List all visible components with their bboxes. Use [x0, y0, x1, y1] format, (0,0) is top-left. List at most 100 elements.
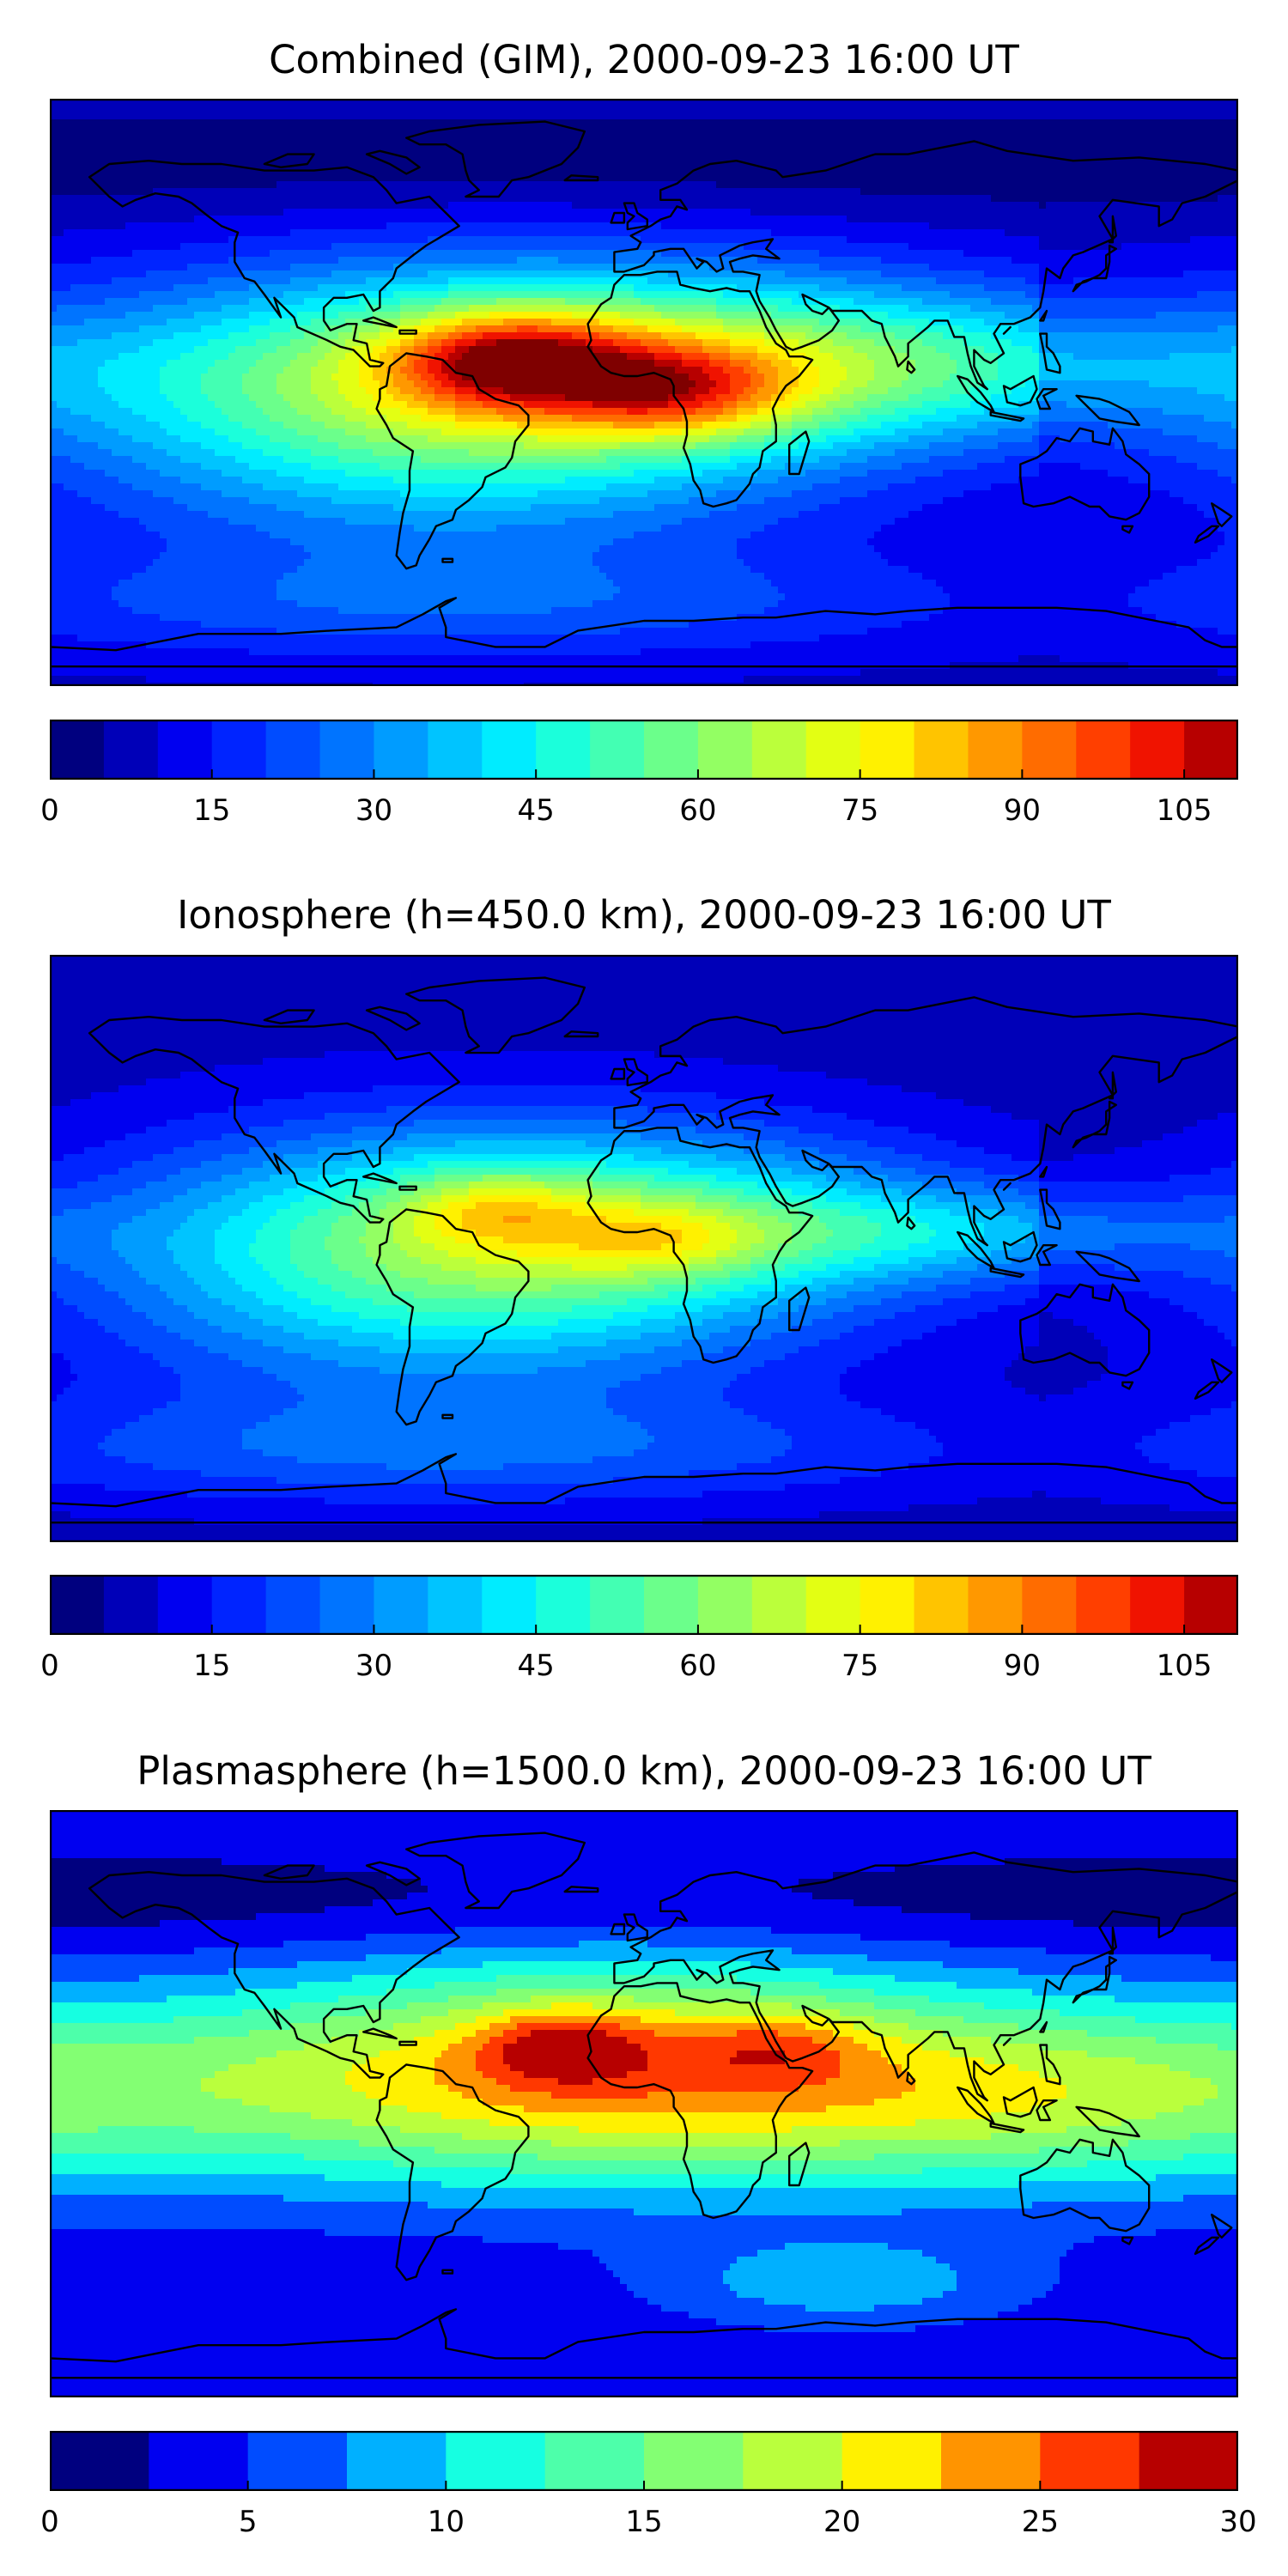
- tec-cell: [242, 1429, 648, 1437]
- tec-cell: [819, 1147, 896, 1155]
- coastline: [1072, 1955, 1117, 2004]
- tec-cell: [881, 401, 923, 409]
- tec-cell: [167, 1236, 216, 1244]
- tec-cell: [1108, 1367, 1238, 1375]
- tec-cell: [517, 1250, 683, 1258]
- tec-cell: [1224, 532, 1238, 539]
- tec-cell: [112, 1236, 167, 1244]
- tec-cell: [462, 332, 483, 340]
- tec-cell: [750, 1243, 779, 1251]
- tec-cell: [386, 1463, 504, 1471]
- tec-cell: [455, 1140, 586, 1148]
- tec-cell: [400, 339, 415, 347]
- tec-cell: [682, 1250, 717, 1258]
- colorbar-segment: [914, 1575, 969, 1635]
- tec-cell: [1170, 353, 1238, 361]
- tec-cell: [730, 1381, 841, 1388]
- tec-cell: [970, 1216, 1019, 1224]
- tec-cell: [819, 1340, 902, 1347]
- tec-cell: [1046, 1394, 1238, 1402]
- tec-cell: [345, 428, 394, 436]
- tec-cell: [565, 477, 655, 484]
- tec-cell: [599, 449, 690, 457]
- tec-cell: [826, 2016, 875, 2024]
- tec-cell: [586, 1360, 683, 1368]
- tec-cell: [757, 367, 779, 374]
- tec-cell: [331, 374, 360, 381]
- tec-cell: [874, 2305, 1019, 2312]
- tec-cell: [744, 1147, 820, 1155]
- tec-cell: [723, 1312, 779, 1320]
- tec-cell: [359, 1236, 394, 1244]
- tec-cell: [441, 319, 463, 326]
- tec-cell: [345, 291, 394, 299]
- tec-cell: [318, 394, 346, 402]
- tec-cell: [50, 2257, 600, 2264]
- tec-cell: [1121, 2119, 1238, 2127]
- tec-cell: [647, 277, 758, 285]
- tec-cell: [661, 1147, 744, 1155]
- tec-cell: [380, 1209, 401, 1217]
- tec-cell: [957, 1982, 1238, 1990]
- tec-cell: [908, 1504, 1170, 1512]
- tec-cell: [414, 360, 428, 368]
- tec-cell: [709, 1230, 738, 1237]
- coastline: [1211, 502, 1233, 527]
- tec-cell: [57, 1394, 181, 1402]
- tec-cell: [256, 428, 298, 436]
- tec-cell: [606, 1216, 683, 1224]
- coastline: [405, 976, 586, 1054]
- tec-cell: [455, 360, 655, 368]
- tec-cell: [50, 140, 1238, 148]
- tec-cell: [455, 1236, 504, 1244]
- tec-cell: [263, 1223, 298, 1230]
- coastline: [586, 1127, 814, 1364]
- tec-cell: [400, 346, 415, 354]
- tec-cell: [400, 312, 428, 319]
- tec-cell: [929, 1456, 1150, 1464]
- tec-cell: [421, 2016, 477, 2024]
- tec-cell: [50, 1003, 1238, 1011]
- tec-cell: [441, 2112, 992, 2120]
- tec-cell: [50, 257, 92, 264]
- tec-cell: [771, 422, 793, 429]
- tec-cell: [352, 1975, 497, 1983]
- tec-cell: [991, 483, 1150, 491]
- tec-cell: [874, 319, 930, 326]
- tec-cell: [153, 1319, 209, 1327]
- tec-cell: [194, 216, 848, 223]
- tec-cell: [551, 319, 600, 326]
- tec-cell: [441, 2181, 1019, 2189]
- tec-cell: [50, 463, 85, 471]
- tec-cell: [270, 2105, 408, 2113]
- tec-cell: [125, 1456, 298, 1464]
- coastline: [1039, 2020, 1048, 2033]
- tec-cell: [270, 532, 635, 539]
- tec-cell: [840, 1381, 1012, 1388]
- tec-cell: [70, 1099, 264, 1107]
- tec-cell: [132, 435, 181, 443]
- tec-cell: [627, 2037, 813, 2044]
- tec-cell: [970, 1291, 1040, 1299]
- tec-cell: [153, 1154, 222, 1162]
- tec-cell: [311, 2112, 442, 2120]
- tec-cell: [799, 339, 834, 347]
- tec-cell: [592, 1188, 641, 1196]
- tec-cell: [434, 1168, 600, 1176]
- tec-cell: [1039, 312, 1157, 319]
- tec-cell: [290, 1381, 621, 1388]
- coastline: [1019, 427, 1151, 521]
- tec-cell: [173, 401, 216, 409]
- tec-cell: [476, 2057, 504, 2065]
- tec-cell: [50, 2195, 284, 2202]
- tec-cell: [943, 497, 1184, 505]
- tec-cell: [908, 511, 1205, 519]
- tec-cell: [50, 1168, 119, 1176]
- coastline: [263, 153, 315, 168]
- tec-cell: [256, 1257, 291, 1265]
- tec-cell: [386, 222, 662, 230]
- tec-cell: [902, 1340, 1040, 1347]
- tec-cell: [249, 1147, 319, 1155]
- tec-cell: [503, 1216, 532, 1224]
- tec-cell: [297, 428, 346, 436]
